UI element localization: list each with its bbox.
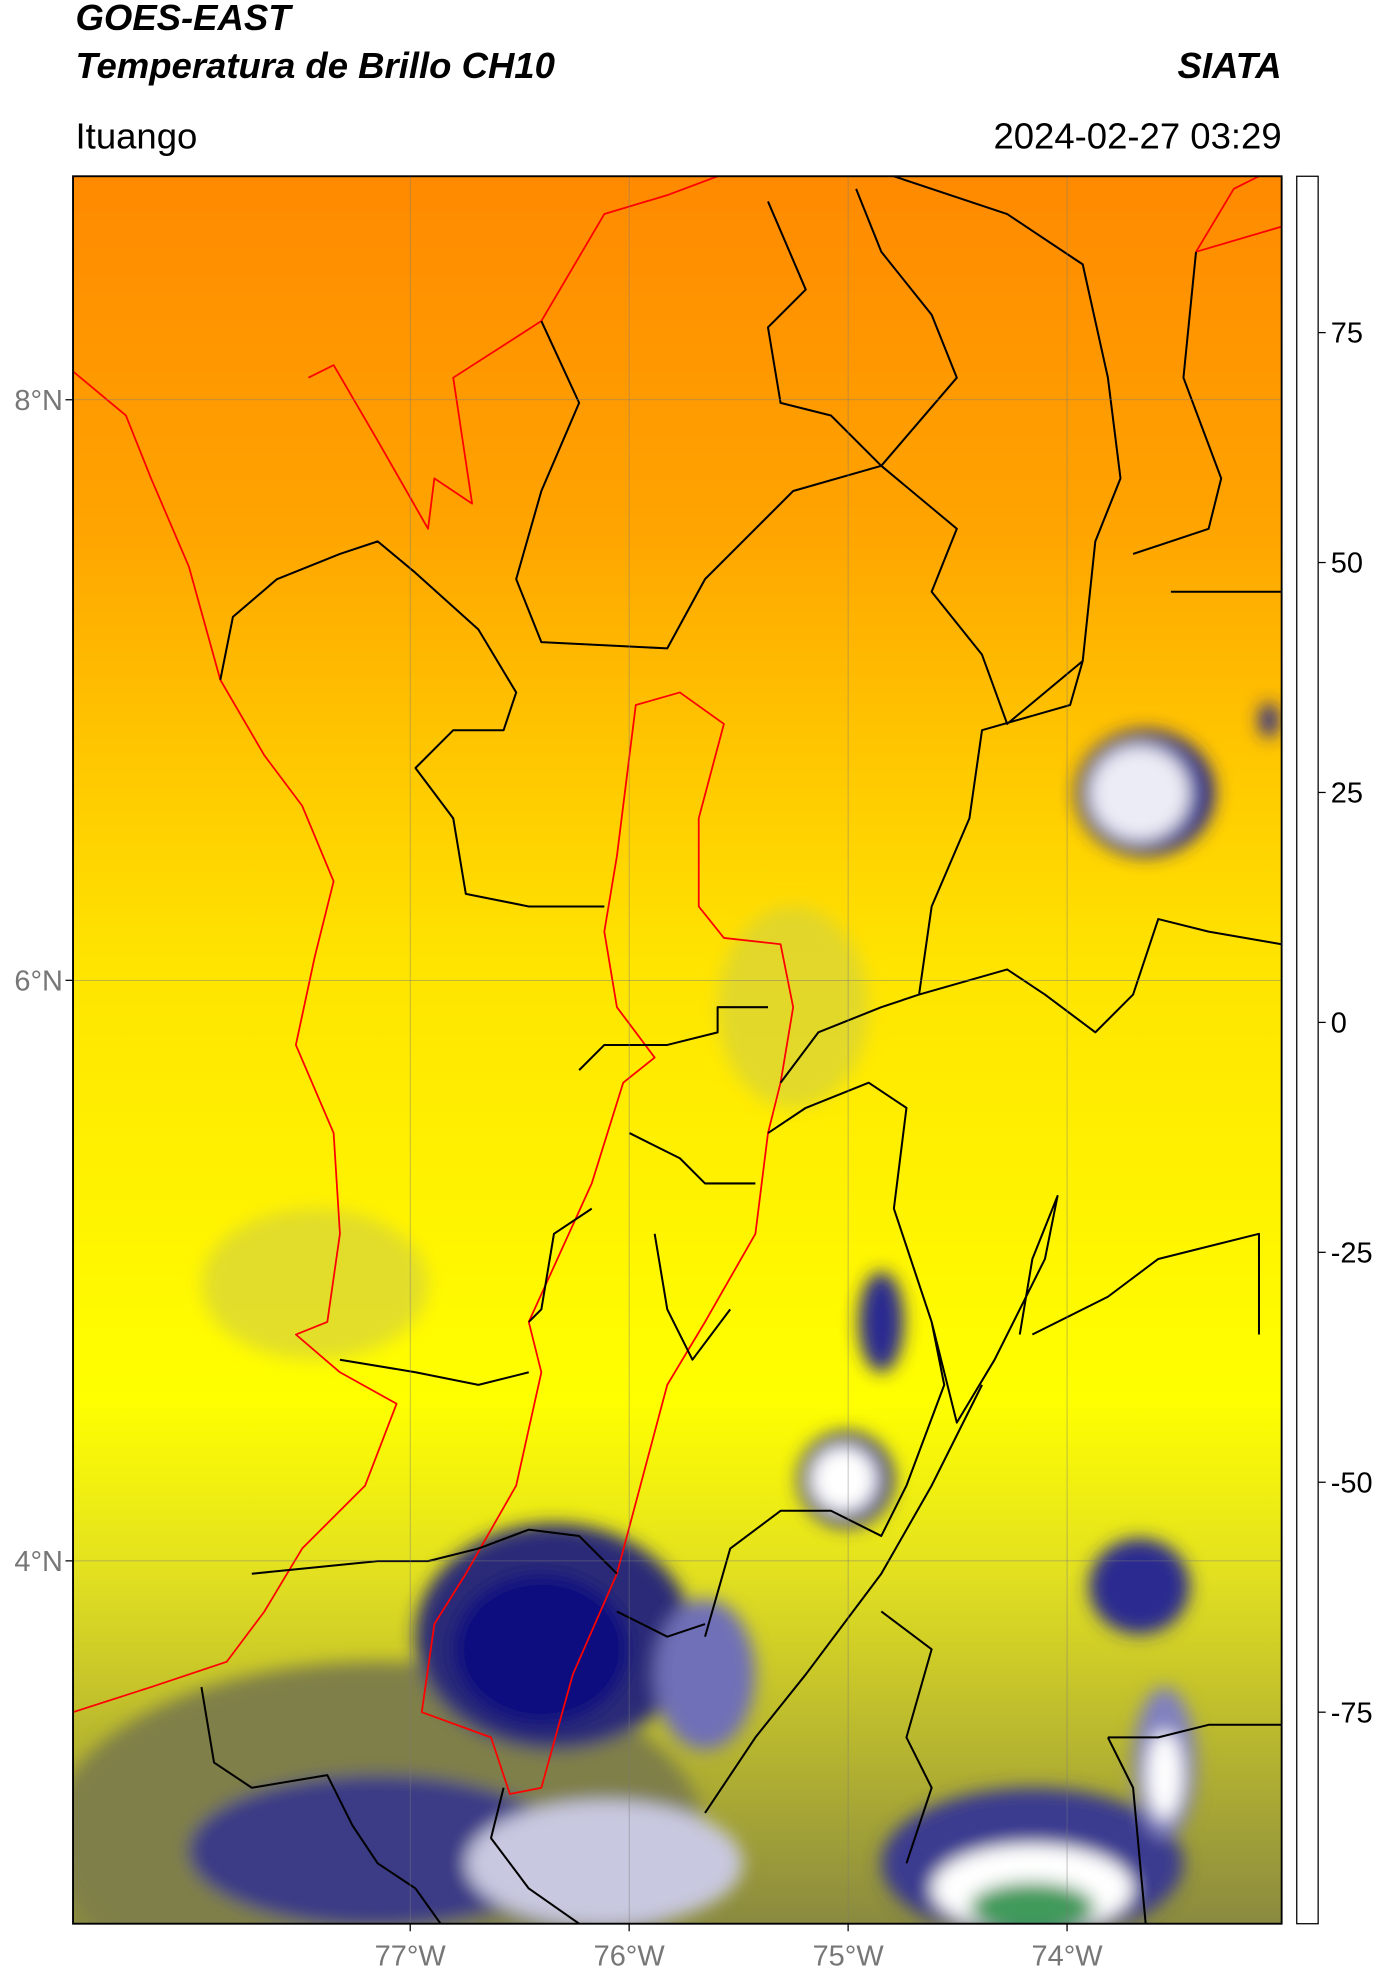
colorbar-tick-label: -75 bbox=[1331, 1697, 1373, 1729]
colorbar-tick-label: -25 bbox=[1331, 1237, 1373, 1269]
x-tick-label: 74°W bbox=[1032, 1940, 1104, 1972]
colorbar-tick-label: 50 bbox=[1331, 548, 1363, 580]
map-field bbox=[73, 176, 1282, 1924]
x-tick-label: 77°W bbox=[375, 1940, 447, 1972]
y-tick-label: 8°N bbox=[14, 385, 63, 417]
colorbar-tick-label: 0 bbox=[1331, 1007, 1347, 1039]
y-tick-label: 4°N bbox=[14, 1546, 63, 1578]
x-tick-label: 75°W bbox=[813, 1940, 885, 1972]
colorbar-tick-label: 75 bbox=[1331, 318, 1363, 350]
x-tick-label: 76°W bbox=[594, 1940, 666, 1972]
title: GOES-EAST bbox=[76, 0, 294, 38]
colorbar-tick-label: -50 bbox=[1331, 1467, 1373, 1499]
y-tick-label: 6°N bbox=[14, 965, 63, 997]
datetime: 2024-02-27 03:29 bbox=[993, 116, 1281, 157]
colorbar-tick-label: 25 bbox=[1331, 778, 1363, 810]
map-frame bbox=[72, 175, 1283, 1925]
agency: SIATA bbox=[1178, 45, 1282, 86]
place: Ituango bbox=[76, 116, 198, 157]
subtitle: Temperatura de Brillo CH10 bbox=[76, 45, 555, 86]
colorbar bbox=[1296, 175, 1319, 1925]
